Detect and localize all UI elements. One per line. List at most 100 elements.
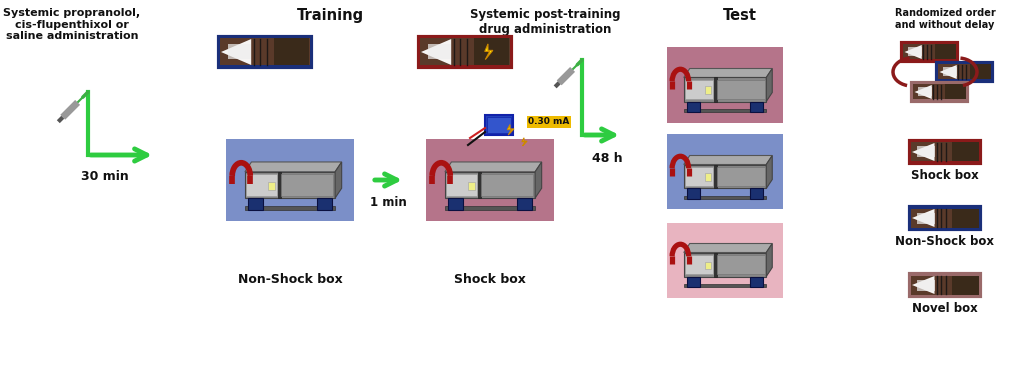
- Bar: [902, 43, 957, 61]
- Bar: [684, 252, 766, 277]
- Polygon shape: [912, 276, 935, 294]
- Bar: [914, 85, 966, 99]
- Text: Systemic propranolol,
cis-flupenthixol or
saline administration: Systemic propranolol, cis-flupenthixol o…: [3, 8, 140, 41]
- Bar: [970, 64, 992, 80]
- Text: 48 h: 48 h: [592, 152, 622, 165]
- Bar: [750, 188, 763, 199]
- Bar: [684, 284, 766, 287]
- Bar: [943, 67, 957, 76]
- Bar: [750, 277, 763, 287]
- Bar: [684, 167, 714, 186]
- Polygon shape: [485, 44, 493, 60]
- Bar: [717, 80, 764, 99]
- Bar: [274, 39, 310, 66]
- Bar: [917, 213, 935, 223]
- Bar: [687, 101, 700, 112]
- Bar: [220, 39, 310, 66]
- Bar: [517, 198, 532, 209]
- Bar: [317, 198, 332, 209]
- Bar: [704, 174, 712, 181]
- Bar: [667, 135, 784, 209]
- Bar: [908, 48, 922, 57]
- Polygon shape: [684, 69, 772, 78]
- Bar: [246, 174, 277, 195]
- Text: 0.30 mA: 0.30 mA: [528, 117, 569, 126]
- Bar: [228, 44, 251, 60]
- Bar: [684, 165, 766, 188]
- Bar: [910, 207, 980, 229]
- Bar: [936, 44, 956, 60]
- Polygon shape: [684, 243, 772, 252]
- Bar: [245, 172, 335, 198]
- Bar: [245, 206, 335, 209]
- Bar: [952, 142, 978, 161]
- Polygon shape: [421, 39, 452, 65]
- Bar: [667, 223, 784, 298]
- Polygon shape: [684, 156, 772, 165]
- Polygon shape: [766, 243, 772, 277]
- Bar: [715, 252, 717, 277]
- Bar: [952, 209, 978, 227]
- Bar: [750, 101, 763, 112]
- Bar: [687, 277, 700, 287]
- Bar: [420, 39, 510, 66]
- Bar: [917, 280, 935, 291]
- Bar: [684, 80, 714, 99]
- Bar: [684, 255, 714, 274]
- Bar: [715, 165, 717, 188]
- Text: Training: Training: [296, 8, 363, 23]
- Polygon shape: [335, 162, 342, 198]
- Text: Shock box: Shock box: [454, 273, 526, 286]
- Text: Randomized order
and without delay: Randomized order and without delay: [894, 8, 996, 30]
- Text: Systemic post-training
drug administration: Systemic post-training drug administrati…: [470, 8, 620, 36]
- Text: Non-Shock box: Non-Shock box: [895, 235, 995, 248]
- Bar: [478, 172, 481, 198]
- Bar: [912, 83, 967, 101]
- Bar: [219, 37, 311, 67]
- Bar: [249, 198, 263, 209]
- Bar: [704, 262, 712, 269]
- Bar: [911, 142, 979, 161]
- Bar: [268, 182, 275, 190]
- Bar: [449, 198, 463, 209]
- Polygon shape: [904, 45, 922, 59]
- Polygon shape: [766, 156, 772, 188]
- Bar: [226, 139, 353, 221]
- Text: 1 min: 1 min: [369, 196, 406, 209]
- Polygon shape: [522, 138, 527, 146]
- Bar: [684, 78, 766, 101]
- Bar: [487, 117, 511, 133]
- Bar: [428, 44, 452, 60]
- Bar: [481, 174, 533, 195]
- Polygon shape: [912, 143, 935, 161]
- Bar: [474, 39, 510, 66]
- Text: Non-Shock box: Non-Shock box: [238, 273, 342, 286]
- Polygon shape: [508, 124, 514, 135]
- Bar: [717, 167, 764, 186]
- Bar: [445, 206, 535, 209]
- Bar: [910, 274, 980, 296]
- Bar: [704, 87, 712, 94]
- Polygon shape: [766, 69, 772, 101]
- Bar: [684, 109, 766, 112]
- Bar: [426, 139, 553, 221]
- Polygon shape: [915, 85, 932, 99]
- Bar: [485, 115, 513, 135]
- Text: 30 min: 30 min: [81, 170, 129, 183]
- Bar: [278, 172, 281, 198]
- Bar: [667, 48, 784, 122]
- Bar: [911, 275, 979, 294]
- Bar: [939, 64, 992, 80]
- Polygon shape: [245, 162, 342, 172]
- Text: Novel box: Novel box: [912, 302, 977, 315]
- Bar: [717, 255, 764, 274]
- Bar: [911, 209, 979, 227]
- Bar: [687, 188, 700, 199]
- Bar: [938, 63, 993, 81]
- Polygon shape: [445, 162, 542, 172]
- Bar: [903, 44, 956, 60]
- Bar: [445, 172, 535, 198]
- Bar: [446, 174, 477, 195]
- Polygon shape: [940, 65, 957, 79]
- Polygon shape: [221, 39, 251, 65]
